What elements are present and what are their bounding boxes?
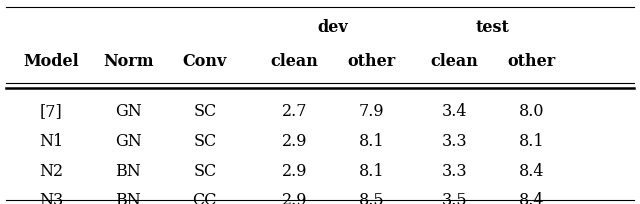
- Text: Conv: Conv: [182, 53, 227, 70]
- Text: 8.4: 8.4: [518, 162, 544, 179]
- Text: Norm: Norm: [103, 53, 153, 70]
- Text: 8.1: 8.1: [518, 132, 544, 149]
- Text: N2: N2: [39, 162, 63, 179]
- Text: 3.3: 3.3: [442, 162, 467, 179]
- Text: 8.4: 8.4: [518, 192, 544, 204]
- Text: 8.1: 8.1: [358, 132, 384, 149]
- Text: 7.9: 7.9: [358, 103, 384, 120]
- Text: GN: GN: [115, 103, 141, 120]
- Text: test: test: [476, 19, 509, 36]
- Text: 8.1: 8.1: [358, 162, 384, 179]
- Text: BN: BN: [115, 162, 141, 179]
- Text: dev: dev: [317, 19, 348, 36]
- Text: CC: CC: [193, 192, 217, 204]
- Text: clean: clean: [271, 53, 318, 70]
- Text: other: other: [507, 53, 556, 70]
- Text: other: other: [347, 53, 396, 70]
- Text: 3.4: 3.4: [442, 103, 467, 120]
- Text: SC: SC: [193, 103, 216, 120]
- Text: 3.5: 3.5: [442, 192, 467, 204]
- Text: 2.9: 2.9: [282, 162, 307, 179]
- Text: N1: N1: [39, 132, 63, 149]
- Text: SC: SC: [193, 132, 216, 149]
- Text: GN: GN: [115, 132, 141, 149]
- Text: 8.0: 8.0: [518, 103, 544, 120]
- Text: Model: Model: [24, 53, 79, 70]
- Text: 2.7: 2.7: [282, 103, 307, 120]
- Text: SC: SC: [193, 162, 216, 179]
- Text: BN: BN: [115, 192, 141, 204]
- Text: 8.5: 8.5: [358, 192, 384, 204]
- Text: 3.3: 3.3: [442, 132, 467, 149]
- Text: N3: N3: [39, 192, 63, 204]
- Text: 2.9: 2.9: [282, 132, 307, 149]
- Text: [7]: [7]: [40, 103, 63, 120]
- Text: 2.9: 2.9: [282, 192, 307, 204]
- Text: clean: clean: [431, 53, 478, 70]
